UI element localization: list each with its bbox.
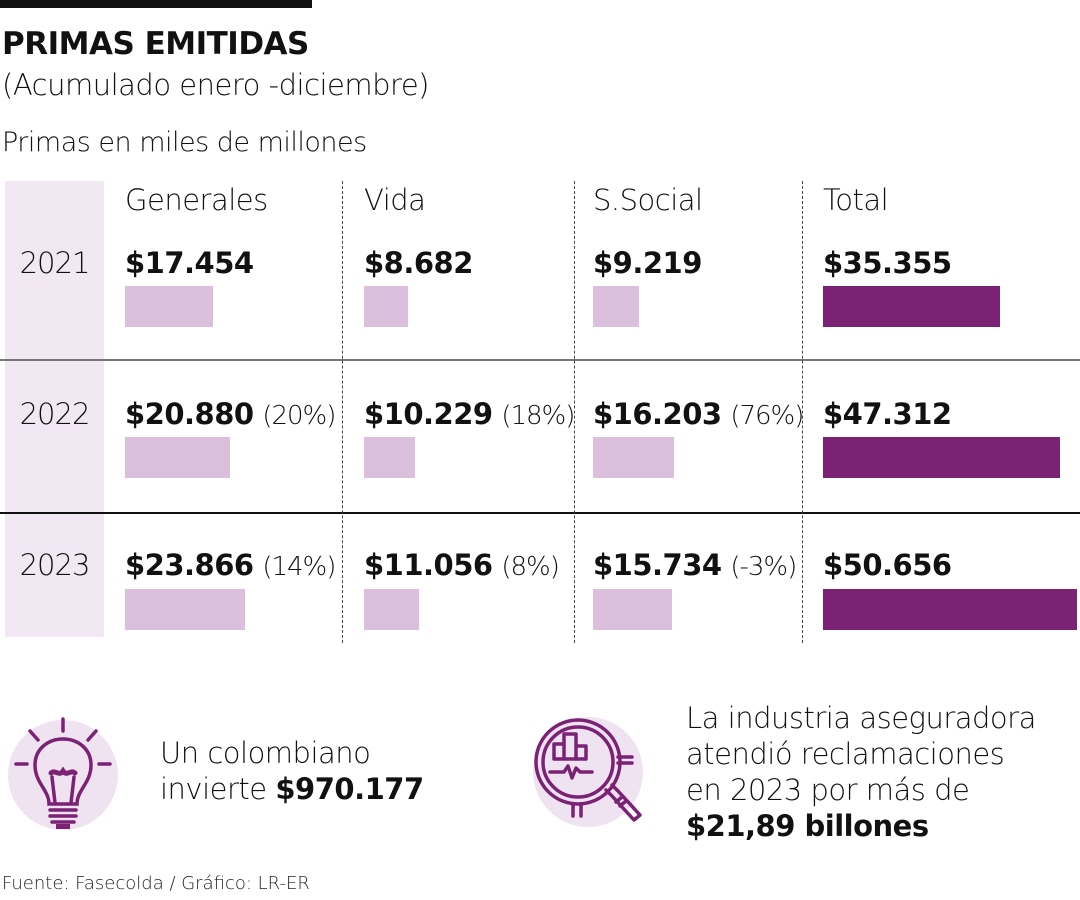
column-divider xyxy=(342,181,343,643)
bar-ssocial-2023 xyxy=(593,589,672,630)
bar-generales-2021 xyxy=(125,286,213,327)
column-header-ssocial: S.Social xyxy=(593,183,703,217)
source-note: Fuente: Fasecolda / Gráfico: LR-ER xyxy=(2,873,310,894)
value-label: $11.056 xyxy=(364,548,493,582)
bar-total-2021 xyxy=(823,286,1000,327)
chart-title: PRIMAS EMITIDAS xyxy=(2,26,309,62)
change-percent: (76%) xyxy=(730,401,804,431)
fact-claims-line3: en 2023 por más de xyxy=(686,773,970,807)
change-percent: (8%) xyxy=(501,552,560,582)
value-ssocial-2023: $15.734 (-3%) xyxy=(593,548,797,582)
value-generales-2022: $20.880 (20%) xyxy=(125,397,336,431)
bar-ssocial-2022 xyxy=(593,437,674,478)
column-divider xyxy=(574,181,575,643)
bar-generales-2022 xyxy=(125,437,230,478)
value-label: $16.203 xyxy=(593,397,722,431)
value-total-2021: $35.355 xyxy=(823,246,952,280)
change-percent: (14%) xyxy=(262,552,336,582)
value-label: $17.454 xyxy=(125,246,254,280)
value-label: $47.312 xyxy=(823,397,952,431)
value-label: $50.656 xyxy=(823,548,952,582)
column-divider xyxy=(802,181,803,643)
change-percent: (18%) xyxy=(501,401,575,431)
year-label: 2021 xyxy=(19,246,91,280)
unit-note: Primas en miles de millones xyxy=(2,127,367,158)
fact-investment: Un colombiano invierte $970.177 xyxy=(160,735,424,807)
value-total-2023: $50.656 xyxy=(823,548,952,582)
year-label: 2022 xyxy=(19,397,91,431)
value-label: $10.229 xyxy=(364,397,493,431)
change-percent: (20%) xyxy=(262,401,336,431)
fact-claims-line1: La industria aseguradora xyxy=(686,701,1036,735)
bar-vida-2022 xyxy=(364,437,415,478)
value-label: $20.880 xyxy=(125,397,254,431)
magnifier-chart-icon xyxy=(533,717,643,827)
bar-total-2023 xyxy=(823,589,1077,630)
value-label: $15.734 xyxy=(593,548,722,582)
year-label: 2023 xyxy=(19,548,91,582)
value-label: $23.866 xyxy=(125,548,254,582)
fact-claims: La industria aseguradora atendió reclama… xyxy=(686,700,1036,844)
value-vida-2021: $8.682 xyxy=(364,246,473,280)
value-ssocial-2022: $16.203 (76%) xyxy=(593,397,804,431)
value-vida-2023: $11.056 (8%) xyxy=(364,548,560,582)
value-label: $8.682 xyxy=(364,246,473,280)
fact-investment-line2: invierte $970.177 xyxy=(160,771,424,807)
column-header-total: Total xyxy=(823,183,889,217)
row-divider xyxy=(0,512,1080,514)
fact-investment-prefix: invierte xyxy=(160,772,276,806)
row-divider xyxy=(0,359,1080,361)
value-ssocial-2021: $9.219 xyxy=(593,246,702,280)
fact-investment-value: $970.177 xyxy=(275,772,424,806)
value-generales-2023: $23.866 (14%) xyxy=(125,548,336,582)
value-label: $35.355 xyxy=(823,246,952,280)
value-vida-2022: $10.229 (18%) xyxy=(364,397,575,431)
bar-vida-2021 xyxy=(364,286,408,327)
lightbulb-icon xyxy=(8,717,118,830)
column-header-vida: Vida xyxy=(364,183,426,217)
value-label: $9.219 xyxy=(593,246,702,280)
change-percent: (-3%) xyxy=(730,552,797,582)
fact-claims-line2: atendió reclamaciones xyxy=(686,737,1005,771)
fact-investment-line1: Un colombiano xyxy=(160,736,371,770)
top-rule xyxy=(0,0,312,8)
value-total-2022: $47.312 xyxy=(823,397,952,431)
chart-subtitle: (Acumulado enero -diciembre) xyxy=(2,68,429,102)
fact-claims-value: $21,89 billones xyxy=(686,809,929,843)
bar-vida-2023 xyxy=(364,589,419,630)
bar-total-2022 xyxy=(823,437,1060,478)
bar-ssocial-2021 xyxy=(593,286,639,327)
column-header-generales: Generales xyxy=(125,183,268,217)
bar-generales-2023 xyxy=(125,589,245,630)
year-column-band xyxy=(5,181,104,637)
value-generales-2021: $17.454 xyxy=(125,246,254,280)
